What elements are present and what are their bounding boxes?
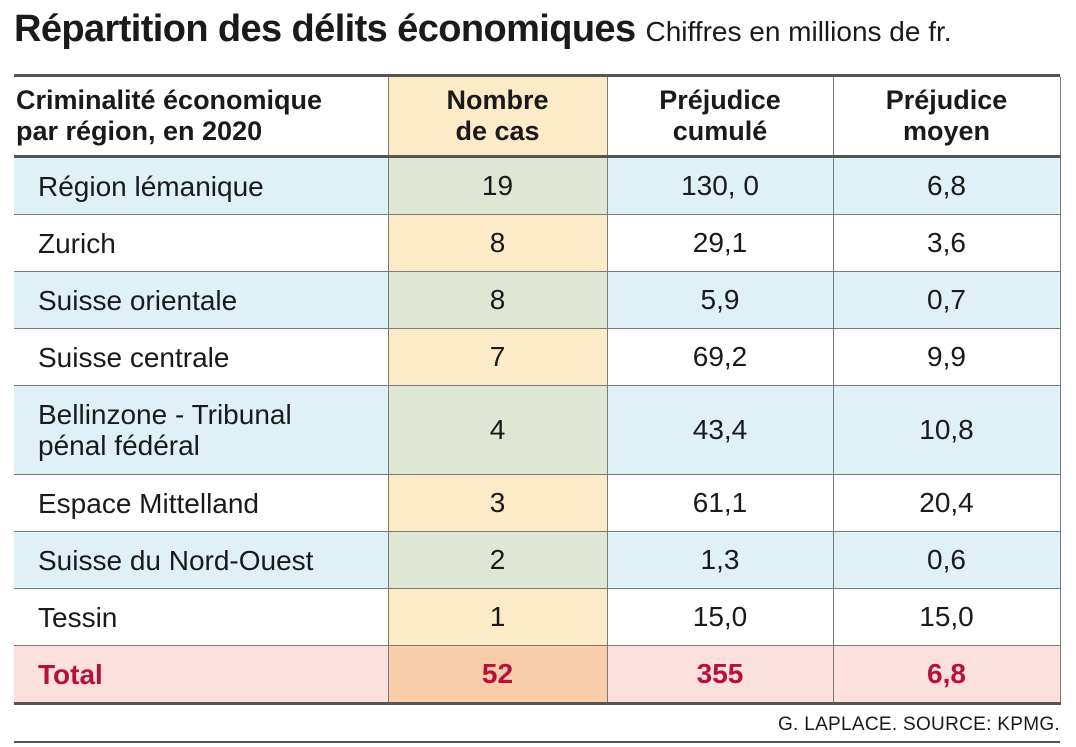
cases-cell: 2: [387, 531, 608, 589]
cumul-cell: 130, 0: [606, 156, 834, 215]
moyen-cell: 10,8: [832, 385, 1061, 475]
header-cases-line2: de cas: [455, 116, 540, 146]
cumul-cell: 1,3: [606, 531, 834, 589]
cases-cell: 3: [387, 474, 608, 532]
header-cumul-line2: cumulé: [672, 116, 768, 146]
source-credit: G. LAPLACE. SOURCE: KPMG.: [777, 714, 1060, 735]
table-row: Tessin 1 15,0 15,0: [14, 588, 1061, 646]
moyen-cell: 15,0: [832, 588, 1061, 646]
header-cumul-line1: Préjudice: [659, 85, 781, 115]
cases-cell: 7: [387, 328, 608, 386]
cumul-cell: 5,9: [606, 271, 834, 329]
cases-cell: 4: [387, 385, 608, 475]
region-cell: Région lémanique: [14, 156, 389, 215]
cumul-cell: 15,0: [606, 588, 834, 646]
moyen-cell: 0,7: [832, 271, 1061, 329]
moyen-cell: 6,8: [832, 156, 1061, 215]
header-cases-line1: Nombre: [446, 85, 549, 115]
region-cell: Suisse orientale: [14, 271, 389, 329]
cumul-cell: 43,4: [606, 385, 834, 475]
region-cell: Bellinzone - Tribunal pénal fédéral: [14, 385, 389, 475]
cases-cell: 8: [387, 271, 608, 329]
chart-title: Répartition des délits économiques: [14, 8, 636, 50]
table-row: Suisse orientale 8 5,9 0,7: [14, 271, 1061, 329]
header-row: Criminalité économique par région, en 20…: [14, 77, 1061, 158]
moyen-cell: 0,6: [832, 531, 1061, 589]
data-table: Criminalité économique par région, en 20…: [14, 77, 1061, 705]
moyen-cell: 9,9: [832, 328, 1061, 386]
region-line2: pénal fédéral: [38, 430, 200, 461]
region-cell: Suisse centrale: [14, 328, 389, 386]
chart-subtitle: Chiffres en millions de fr.: [645, 16, 952, 47]
header-moyen-line2: moyen: [902, 116, 991, 146]
top-rule: [14, 74, 1060, 77]
cases-cell: 1: [387, 588, 608, 646]
header-cases: Nombre de cas: [387, 77, 608, 158]
bottom-rule: [14, 741, 1060, 743]
region-cell: Zurich: [14, 214, 389, 272]
cumul-cell: 61,1: [606, 474, 834, 532]
header-region: Criminalité économique par région, en 20…: [14, 77, 389, 158]
moyen-cell: 20,4: [832, 474, 1061, 532]
cases-cell: 8: [387, 214, 608, 272]
region-cell: Tessin: [14, 588, 389, 646]
table-row: Espace Mittelland 3 61,1 20,4: [14, 474, 1061, 532]
cases-cell: 19: [387, 156, 608, 215]
header-region-line2: par région, en 2020: [16, 116, 263, 146]
total-moyen: 6,8: [832, 645, 1061, 705]
table-row: Zurich 8 29,1 3,6: [14, 214, 1061, 272]
table-row: Suisse du Nord-Ouest 2 1,3 0,6: [14, 531, 1061, 589]
table-row: Bellinzone - Tribunal pénal fédéral 4 43…: [14, 385, 1061, 475]
chart-title-row: Répartition des délits économiques Chiffr…: [14, 8, 1064, 60]
table-row: Région lémanique 19 130, 0 6,8: [14, 156, 1061, 215]
total-row: Total 52 355 6,8: [14, 645, 1061, 705]
moyen-cell: 3,6: [832, 214, 1061, 272]
table-row: Suisse centrale 7 69,2 9,9: [14, 328, 1061, 386]
cumul-cell: 69,2: [606, 328, 834, 386]
region-cell: Suisse du Nord-Ouest: [14, 531, 389, 589]
header-moyen: Préjudice moyen: [832, 77, 1061, 158]
header-region-line1: Criminalité économique: [16, 85, 323, 115]
header-cumul: Préjudice cumulé: [606, 77, 834, 158]
total-cases: 52: [387, 645, 608, 705]
total-label: Total: [14, 645, 389, 705]
total-cumul: 355: [606, 645, 834, 705]
header-moyen-line1: Préjudice: [885, 85, 1008, 115]
region-line1: Bellinzone - Tribunal: [38, 399, 292, 430]
region-cell: Espace Mittelland: [14, 474, 389, 532]
cumul-cell: 29,1: [606, 214, 834, 272]
